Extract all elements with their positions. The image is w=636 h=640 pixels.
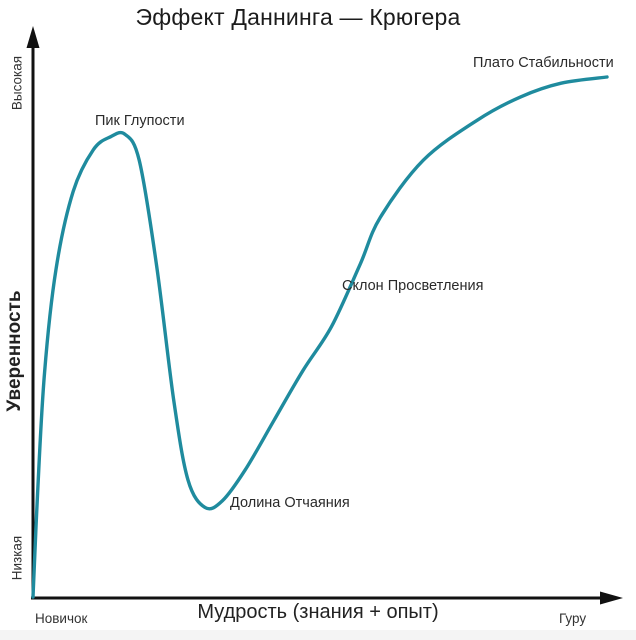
chart-title: Эффект Даннинга — Крюгера [135,4,461,30]
annotation-slope-of-enlightenment: Склон Просветления [342,278,484,294]
y-axis-max-label: Высокая [9,55,25,111]
x-axis-arrowhead-icon [600,591,623,605]
x-axis-title: Мудрость (знания + опыт) [197,601,439,623]
y-axis-arrowhead-icon [26,26,40,48]
annotation-valley-of-despair: Долина Отчаяния [230,495,350,511]
dunning-kruger-curve [31,75,609,599]
annotation-peak-of-stupidity: Пик Глупости [95,113,185,129]
annotation-plateau-of-stability: Плато Стабильности [473,55,614,71]
x-axis-min-label: Новичок [35,611,88,626]
bottom-edge-strip [0,630,636,640]
y-axis-title: Уверенность [4,290,25,412]
x-axis-max-label: Гуру [559,611,587,626]
y-axis-min-label: Низкая [9,535,25,581]
